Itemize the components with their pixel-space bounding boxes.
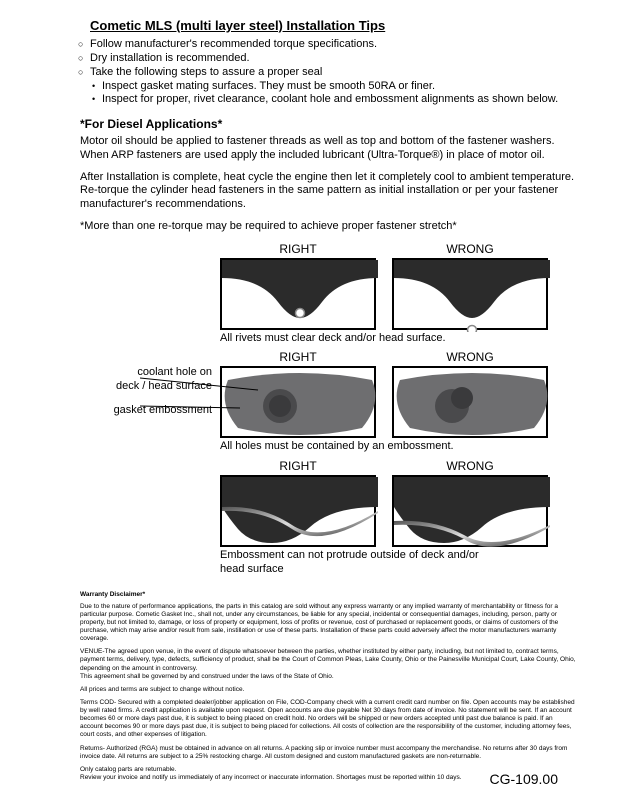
panel-rivet-wrong: WRONG [392,242,548,330]
disclaimer-p4: Terms COD- Secured with a completed deal… [80,699,576,740]
label-wrong: WRONG [392,459,548,474]
label-wrong: WRONG [392,242,548,257]
panel-emboss-right: RIGHT [220,459,376,547]
disclaimer-heading: Warranty Disclaimer* [80,591,576,599]
panel-hole-right: RIGHT [220,350,376,438]
disclaimer-p1: Due to the nature of performance applica… [80,603,576,644]
rivet-wrong-svg [394,260,550,332]
bullet-1: Follow manufacturer's recommended torque… [80,38,586,52]
hole-right-svg [222,368,378,440]
page-footer-code: CG-109.00 [490,771,558,789]
diesel-heading: *For Diesel Applications* [80,117,586,132]
label-wrong: WRONG [392,350,548,365]
label-right: RIGHT [220,242,376,257]
paragraph-3: *More than one re-torque may be required… [80,220,576,234]
paragraph-1: Motor oil should be applied to fastener … [80,135,576,163]
diagram-row-emboss: RIGHT WRONG [32,459,586,547]
panel-rivet-right: RIGHT [220,242,376,330]
disclaimer-p2: VENUE-The agreed upon venue, in the even… [80,648,576,681]
bullet-3a: Inspect gasket mating surfaces. They mus… [80,80,586,94]
disclaimer-p5: Returns- Authorized (RGA) must be obtain… [80,745,576,761]
caption-emboss: Embossment can not protrude outside of d… [220,549,500,577]
rivet-right-svg [222,260,378,332]
label-right: RIGHT [220,350,376,365]
bullet-3b: Inspect for proper, rivet clearance, coo… [80,93,586,107]
diagram-row-rivets: RIGHT WRONG [32,242,586,330]
intro-bullets: Follow manufacturer's recommended torque… [80,38,586,107]
label-right: RIGHT [220,459,376,474]
emboss-right-svg [222,477,378,549]
annotation-embossment: gasket embossment [32,404,220,418]
diagrams-section: RIGHT WRONG All rivets must c [32,242,586,577]
panel-emboss-wrong: WRONG [392,459,548,547]
hole-wrong-svg [394,368,550,440]
bullet-2: Dry installation is recommended. [80,52,586,66]
diagram-row-holes: coolant hole on deck / head surface gask… [32,350,586,438]
warranty-disclaimer: Warranty Disclaimer* Due to the nature o… [80,591,576,783]
panel-hole-wrong: WRONG [392,350,548,438]
page-title: Cometic MLS (multi layer steel) Installa… [90,18,586,34]
caption-rivets: All rivets must clear deck and/or head s… [220,332,586,346]
disclaimer-p3: All prices and terms are subject to chan… [80,686,576,694]
paragraph-2: After Installation is complete, heat cyc… [80,171,576,212]
annotation-coolant: coolant hole on deck / head surface [32,366,220,394]
bullet-3: Take the following steps to assure a pro… [80,66,586,80]
caption-holes: All holes must be contained by an emboss… [220,440,586,454]
emboss-wrong-svg [394,477,550,549]
